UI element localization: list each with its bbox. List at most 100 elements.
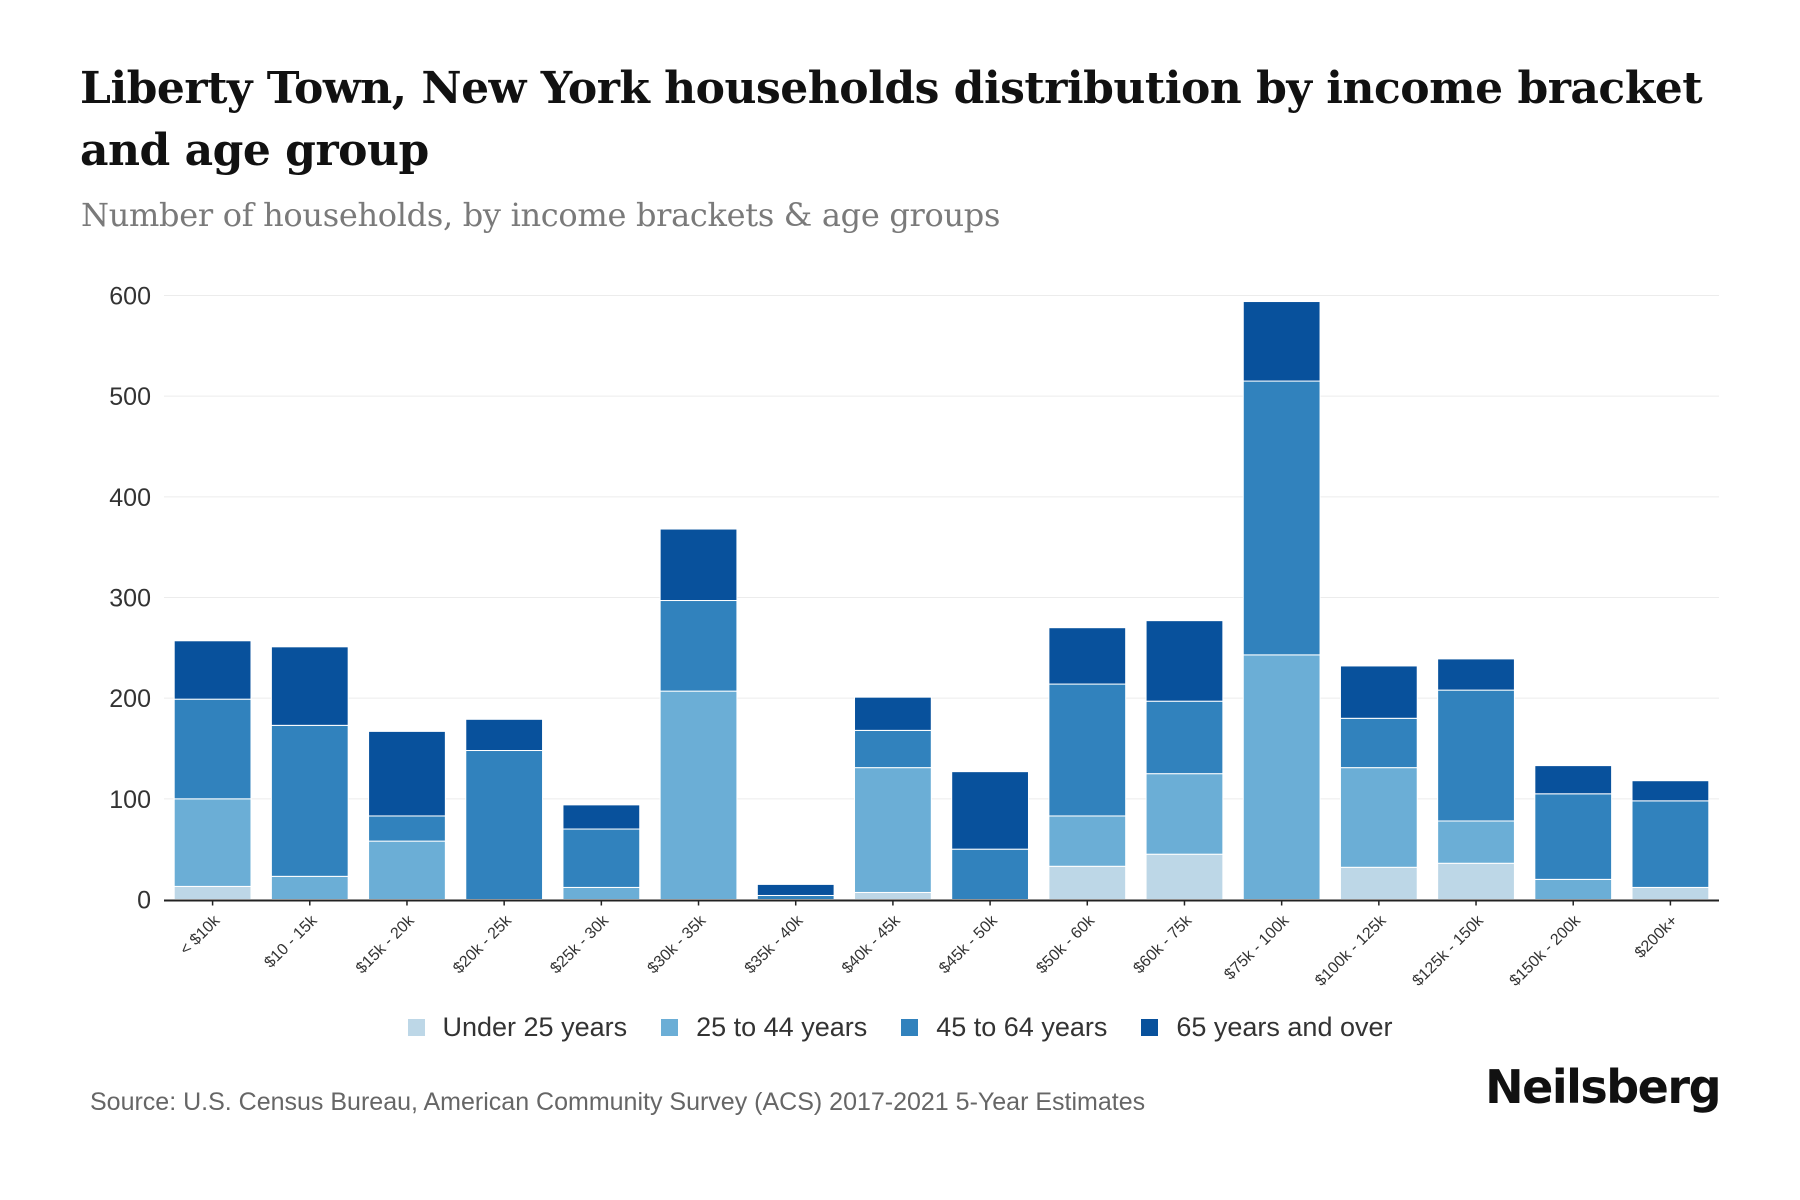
bar-segment[interactable] xyxy=(659,600,738,692)
bar-segment[interactable] xyxy=(173,640,252,700)
x-axis-ticks: < $10k $10 - 15k $15k - 20k $20k - 25k $25k … xyxy=(177,900,1681,990)
bar-segment[interactable] xyxy=(1534,793,1613,880)
bar-segment[interactable] xyxy=(1145,773,1224,855)
bar-segment[interactable] xyxy=(659,528,738,602)
legend-item-under-25: Under 25 years xyxy=(407,1012,628,1043)
bar-stack xyxy=(659,528,738,900)
legend-swatch xyxy=(901,1019,919,1036)
x-tick-label: $150k - 200k xyxy=(1507,912,1585,990)
bar-stack xyxy=(1437,658,1515,901)
stacked-bar-chart: 0 100 200 300 400 500 600 < $10k $10 - 15k $15k … xyxy=(109,283,1719,990)
bar-stack xyxy=(756,883,835,900)
bar-segment[interactable] xyxy=(1437,862,1515,901)
legend-swatch xyxy=(661,1019,679,1036)
legend-item-45-64: 45 to 64 years xyxy=(901,1012,1107,1043)
x-tick-label: $60k - 75k xyxy=(1130,912,1196,978)
bar-segment[interactable] xyxy=(1631,800,1710,888)
bar-segment[interactable] xyxy=(270,724,349,877)
bar-segment[interactable] xyxy=(1242,654,1321,900)
bar-segment[interactable] xyxy=(1437,658,1515,691)
bar-stack xyxy=(173,640,252,900)
chart-subtitle: Number of households, by income brackets… xyxy=(81,196,1001,234)
bar-segment[interactable] xyxy=(1339,866,1418,901)
bar-segment[interactable] xyxy=(854,729,932,769)
bar-stack xyxy=(1534,765,1613,900)
y-axis-ticks: 0 100 200 300 400 500 600 xyxy=(109,283,151,915)
bar-segment[interactable] xyxy=(562,804,641,830)
bar-segment[interactable] xyxy=(1339,665,1418,719)
bar-segment[interactable] xyxy=(1631,780,1710,802)
bar-segment[interactable] xyxy=(1339,767,1418,868)
bar-stack xyxy=(465,718,544,900)
y-tick-label: 500 xyxy=(109,383,151,411)
y-tick-label: 400 xyxy=(109,484,151,512)
bar-stack xyxy=(1631,780,1710,900)
x-tick-label: $50k - 60k xyxy=(1033,912,1099,978)
bar-stack xyxy=(951,771,1029,901)
legend: Under 25 years 25 to 44 years 45 to 64 y… xyxy=(0,1012,1800,1043)
bar-segment[interactable] xyxy=(1534,765,1613,795)
legend-label: 45 to 64 years xyxy=(936,1012,1108,1042)
bar-segment[interactable] xyxy=(1048,683,1127,817)
bar-segment[interactable] xyxy=(368,815,446,842)
bar-segment[interactable] xyxy=(951,848,1029,901)
bar-segment[interactable] xyxy=(1048,815,1127,867)
bar-segment[interactable] xyxy=(562,886,641,900)
bar-segment[interactable] xyxy=(465,750,544,900)
legend-swatch xyxy=(1141,1019,1159,1036)
bar-segment[interactable] xyxy=(1048,865,1127,901)
x-tick-label: $10 - 15k xyxy=(261,912,321,972)
x-tick-label: $25k - 30k xyxy=(547,912,613,978)
bar-segment[interactable] xyxy=(173,798,252,887)
bar-segment[interactable] xyxy=(951,771,1029,850)
legend-label: 65 years and over xyxy=(1176,1012,1393,1042)
bar-segment[interactable] xyxy=(854,696,932,731)
bar-stack xyxy=(1048,627,1127,901)
bar-segment[interactable] xyxy=(1437,689,1515,822)
bar-segment[interactable] xyxy=(659,690,738,900)
y-tick-label: 600 xyxy=(109,283,151,311)
x-tick-label: $100k - 125k xyxy=(1312,912,1390,990)
bar-stack xyxy=(854,696,932,900)
chart-title: Liberty Town, New York households distri… xyxy=(80,63,1703,176)
bar-segment[interactable] xyxy=(1145,700,1224,775)
bar-segment[interactable] xyxy=(756,883,835,896)
bar-segment[interactable] xyxy=(1048,627,1127,685)
source-note: Source: U.S. Census Bureau, American Com… xyxy=(90,1088,1146,1116)
bar-stack xyxy=(270,646,349,901)
bar-segment[interactable] xyxy=(270,875,349,901)
bar-segment[interactable] xyxy=(173,698,252,800)
bars xyxy=(173,301,1710,901)
bar-segment[interactable] xyxy=(854,891,932,900)
bar-segment[interactable] xyxy=(368,840,446,901)
y-tick-label: 0 xyxy=(137,887,151,915)
legend-swatch xyxy=(407,1019,425,1036)
legend-label: 25 to 44 years xyxy=(696,1012,868,1042)
bar-segment[interactable] xyxy=(1242,301,1321,382)
bar-segment[interactable] xyxy=(1145,620,1224,702)
bar-segment[interactable] xyxy=(562,828,641,888)
x-tick-label: $75k - 100k xyxy=(1221,912,1293,984)
bar-segment[interactable] xyxy=(270,646,349,726)
bar-segment[interactable] xyxy=(1534,878,1613,900)
bar-segment[interactable] xyxy=(1631,886,1710,900)
y-tick-label: 200 xyxy=(109,685,151,713)
bar-segment[interactable] xyxy=(173,885,252,900)
bar-segment[interactable] xyxy=(756,894,835,900)
bar-segment[interactable] xyxy=(1339,717,1418,769)
bar-stack xyxy=(1242,301,1321,900)
bar-segment[interactable] xyxy=(1437,820,1515,864)
bar-segment[interactable] xyxy=(465,718,544,752)
x-tick-label: $40k - 45k xyxy=(839,912,905,978)
legend-item-65-plus: 65 years and over xyxy=(1141,1012,1393,1043)
bar-segment[interactable] xyxy=(854,767,932,893)
y-tick-label: 300 xyxy=(109,585,151,613)
legend-label: Under 25 years xyxy=(442,1012,628,1042)
bar-segment[interactable] xyxy=(368,730,446,817)
neilsberg-logo[interactable]: Neilsberg xyxy=(1485,1060,1721,1114)
bar-segment[interactable] xyxy=(1145,853,1224,901)
x-tick-label: $30k - 35k xyxy=(645,912,711,978)
x-tick-label: $200k+ xyxy=(1632,912,1681,961)
bar-stack xyxy=(368,730,446,901)
bar-segment[interactable] xyxy=(1242,380,1321,656)
